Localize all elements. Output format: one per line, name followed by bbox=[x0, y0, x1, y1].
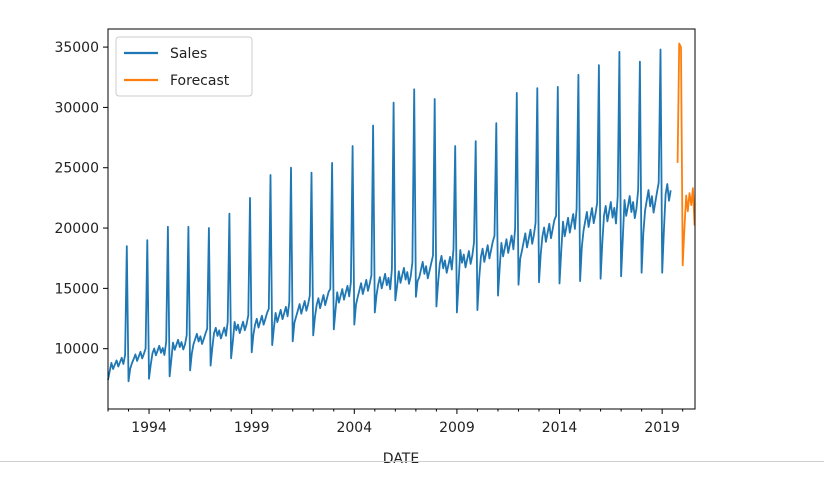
x-tick-label: 2019 bbox=[644, 420, 680, 436]
plot-frame bbox=[107, 28, 696, 410]
legend-label-forecast: Forecast bbox=[170, 73, 230, 89]
y-tick-label: 20000 bbox=[54, 221, 99, 237]
legend-label-sales: Sales bbox=[170, 46, 207, 62]
legend: Sales Forecast bbox=[115, 36, 253, 97]
y-tick-label: 15000 bbox=[54, 281, 99, 297]
y-tick-label: 30000 bbox=[54, 100, 99, 116]
x-tick-label: 1999 bbox=[234, 420, 270, 436]
y-tick-label: 25000 bbox=[54, 161, 99, 177]
output-divider bbox=[0, 461, 824, 462]
series-layer bbox=[107, 42, 696, 383]
forecast-line bbox=[676, 42, 696, 267]
y-tick-label: 10000 bbox=[54, 342, 99, 358]
axis-layer: 1994 1999 2004 2009 2014 2019 10000 15000 20000 2… bbox=[54, 40, 684, 436]
sales-line bbox=[107, 48, 672, 383]
x-tick-label: 2004 bbox=[336, 420, 372, 436]
x-axis-title: DATE bbox=[383, 451, 419, 467]
x-tick-label: 2014 bbox=[542, 420, 578, 436]
y-tick-label: 35000 bbox=[54, 40, 99, 56]
x-tick-label: 2009 bbox=[439, 420, 475, 436]
x-tick-label: 1994 bbox=[131, 420, 167, 436]
legend-box bbox=[115, 36, 253, 97]
